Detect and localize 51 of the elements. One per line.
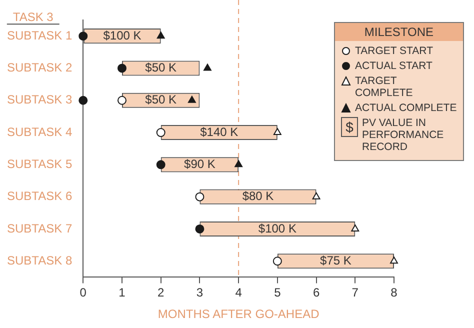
x-tick-label: 0 bbox=[80, 286, 87, 300]
y-tick-label: SUBTASK 6 bbox=[6, 189, 72, 204]
point bbox=[272, 256, 282, 266]
y-tick-label: SUBTASK 7 bbox=[6, 221, 72, 236]
legend-label: ACTUAL COMPLETE bbox=[355, 102, 457, 114]
y-tick-label: SUBTASK 3 bbox=[6, 92, 72, 107]
legend-label: TARGET START bbox=[355, 45, 433, 57]
x-axis-title: MONTHS AFTER GO-AHEAD bbox=[158, 307, 320, 322]
legend-label: PV VALUE IN PERFORMANCE RECORD bbox=[362, 117, 445, 153]
x-tick-label: 7 bbox=[352, 286, 359, 300]
point bbox=[156, 128, 166, 138]
x-tick-label: 8 bbox=[390, 286, 398, 300]
annotation: $50 K bbox=[145, 60, 177, 75]
legend-label: ACTUAL START bbox=[355, 60, 432, 72]
point bbox=[156, 160, 166, 170]
point bbox=[204, 64, 212, 71]
legend-heading: MILESTONE bbox=[335, 23, 463, 41]
point bbox=[78, 96, 88, 105]
point bbox=[195, 224, 204, 234]
point bbox=[312, 192, 320, 200]
point bbox=[351, 224, 360, 232]
y-tick-label: SUBTASK 1 bbox=[6, 28, 72, 42]
y-tick-label: SUBTASK 5 bbox=[6, 156, 72, 171]
point bbox=[117, 64, 126, 73]
annotation: $ bbox=[341, 117, 358, 137]
point bbox=[234, 160, 243, 168]
y-axis-title: TASK 3 bbox=[12, 10, 54, 24]
annotation: $90 K bbox=[184, 156, 216, 171]
x-tick-label: 3 bbox=[196, 286, 204, 300]
point bbox=[188, 96, 196, 103]
annotation: $50 K bbox=[145, 92, 177, 107]
point bbox=[156, 32, 165, 39]
point bbox=[273, 128, 282, 136]
annotation: $100 K bbox=[103, 28, 142, 42]
legend-label: TARGET COMPLETE bbox=[355, 75, 414, 99]
y-tick-label: SUBTASK 2 bbox=[6, 60, 72, 75]
point bbox=[390, 256, 398, 264]
annotation: $75 K bbox=[320, 253, 352, 268]
annotation: $100 K bbox=[258, 221, 296, 236]
point bbox=[117, 96, 126, 105]
x-tick-label: 5 bbox=[274, 286, 282, 300]
annotation: $140 K bbox=[200, 124, 238, 139]
x-tick-label: 4 bbox=[235, 286, 242, 300]
annotation: $80 K bbox=[242, 189, 274, 204]
x-tick-label: 6 bbox=[312, 286, 320, 300]
y-tick-label: SUBTASK 4 bbox=[6, 124, 72, 139]
x-tick-label: 1 bbox=[118, 286, 126, 300]
point bbox=[195, 192, 204, 202]
x-tick-label: 2 bbox=[158, 286, 165, 300]
y-tick-label: SUBTASK 8 bbox=[6, 253, 72, 268]
point bbox=[78, 32, 88, 41]
